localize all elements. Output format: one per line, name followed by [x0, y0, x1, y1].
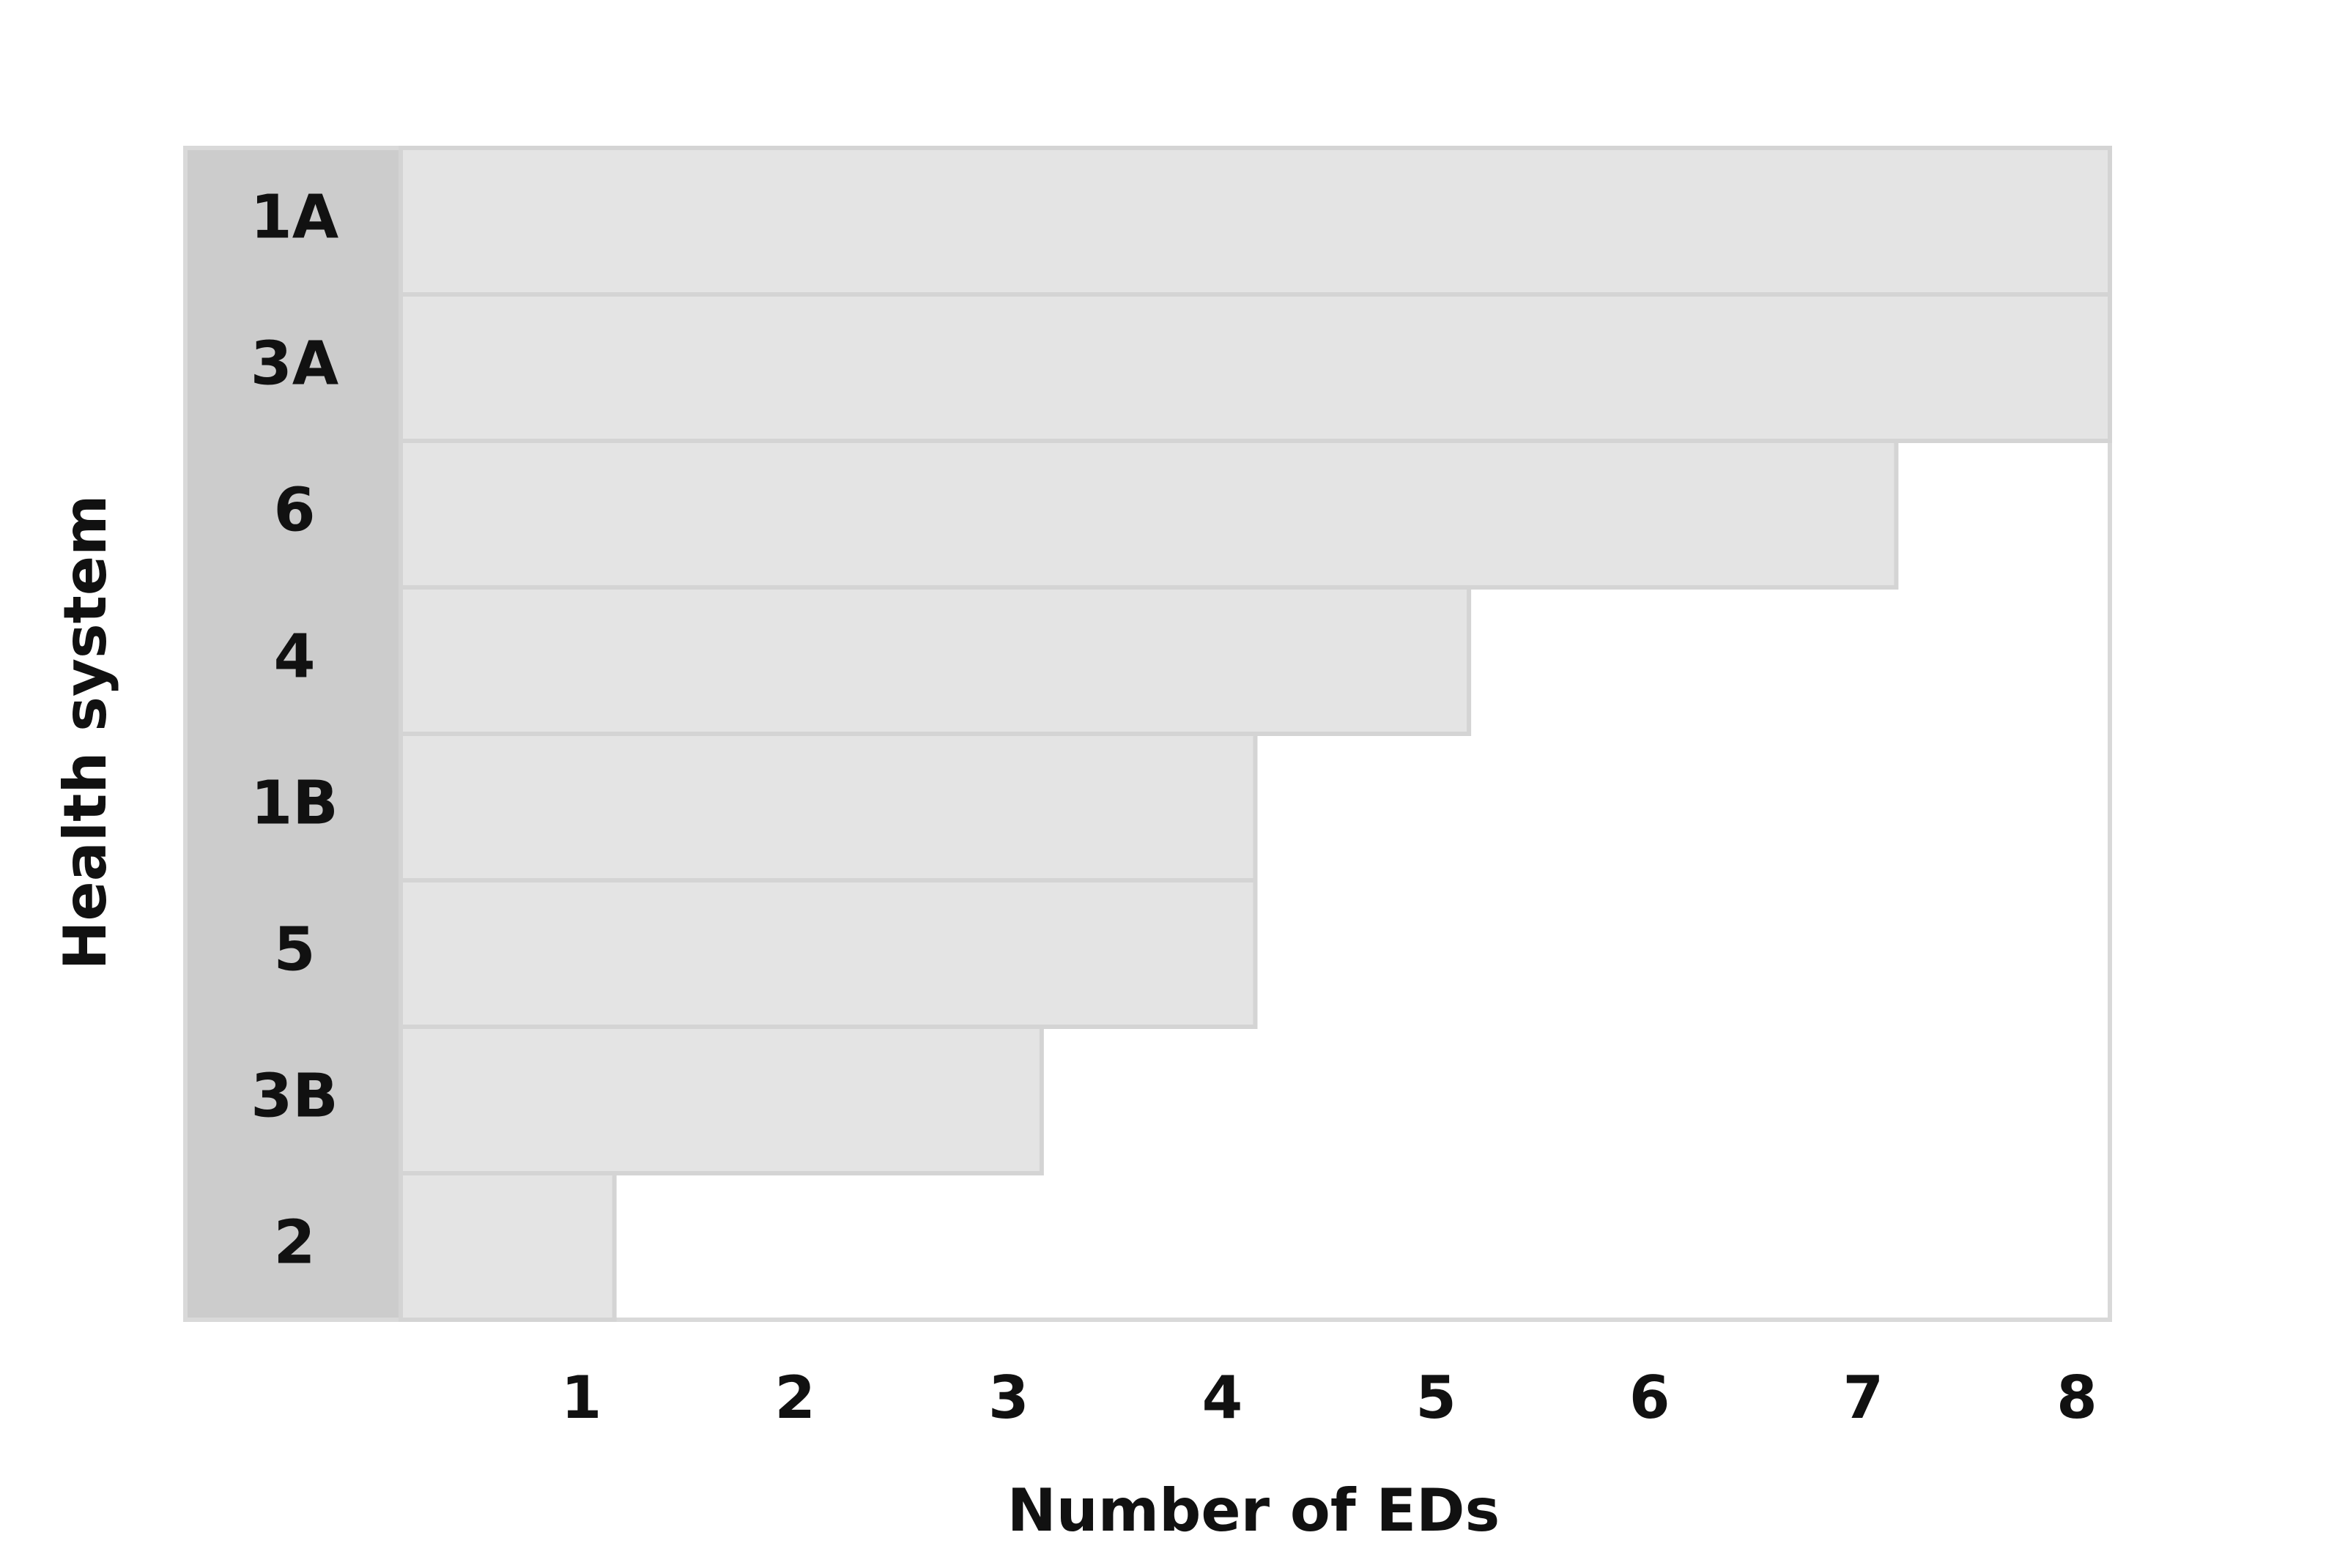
y-axis-title: Health system	[51, 495, 119, 970]
y-tick-label: 3A	[251, 329, 339, 398]
bar	[399, 439, 1899, 590]
category-column	[188, 150, 401, 1318]
y-tick-label: 3B	[251, 1061, 338, 1131]
x-tick-label: 1	[561, 1364, 602, 1432]
y-tick-label: 1A	[251, 182, 339, 252]
x-tick-label: 3	[988, 1364, 1029, 1432]
y-tick-label: 6	[273, 475, 315, 545]
y-tick-label: 2	[273, 1208, 315, 1277]
bar	[399, 585, 1472, 736]
x-tick-label: 5	[1415, 1364, 1456, 1432]
bar	[399, 292, 2112, 443]
bar	[399, 146, 2112, 297]
x-tick-label: 7	[1843, 1364, 1884, 1432]
y-tick-label: 5	[273, 915, 315, 984]
x-tick-label: 6	[1629, 1364, 1670, 1432]
y-tick-label: 4	[273, 622, 315, 691]
x-axis-title: Number of EDs	[1007, 1476, 1500, 1545]
bar	[399, 1025, 1044, 1175]
bar	[399, 878, 1258, 1029]
x-tick-label: 2	[774, 1364, 815, 1432]
x-tick-label: 4	[1202, 1364, 1243, 1432]
y-tick-label: 1B	[251, 768, 338, 838]
x-tick-label: 8	[2056, 1364, 2097, 1432]
bar	[399, 1171, 617, 1322]
bar	[399, 732, 1258, 883]
